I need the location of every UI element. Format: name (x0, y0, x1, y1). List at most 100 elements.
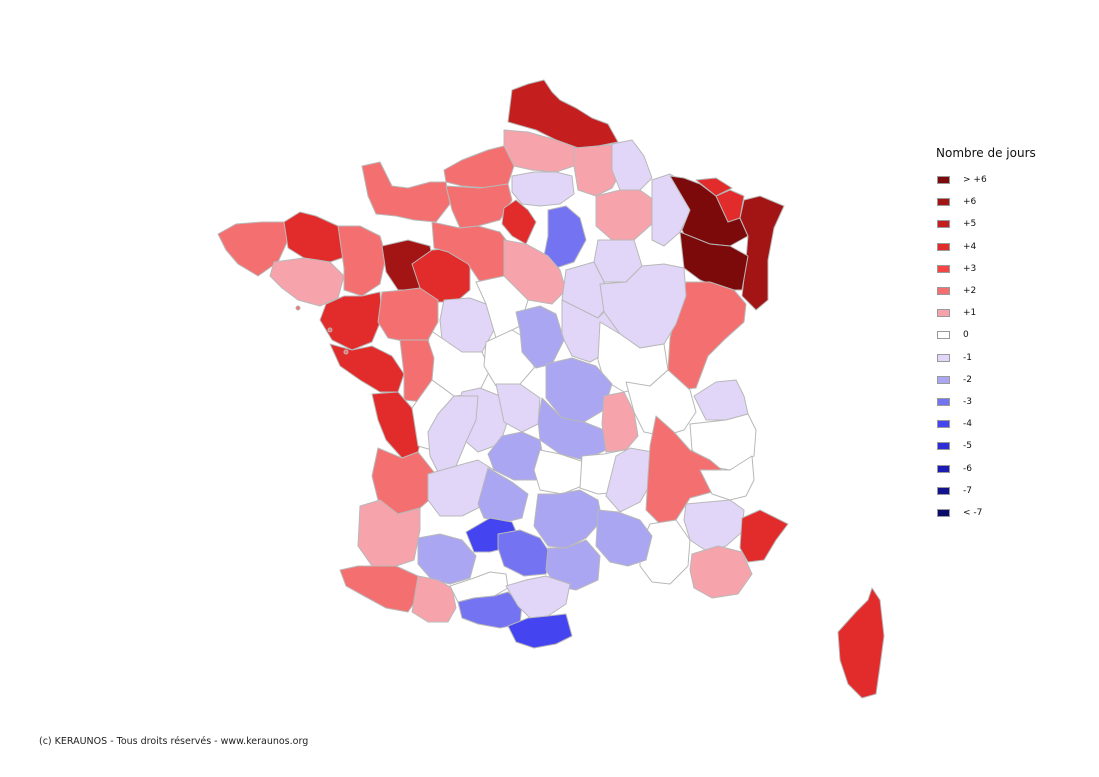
department-region (217, 221, 289, 277)
legend-label: +4 (963, 241, 977, 252)
department-region (487, 431, 545, 481)
legend-item: 0 (936, 324, 1036, 346)
department-region (427, 395, 479, 473)
legend-label: 0 (963, 330, 969, 341)
department-region (543, 205, 587, 269)
legend-item: +2 (936, 280, 1036, 302)
department-region (667, 281, 747, 391)
legend-label: +1 (963, 308, 977, 319)
legend-swatch (937, 375, 950, 384)
legend-item: -2 (936, 369, 1036, 391)
department-region (357, 499, 421, 567)
island-region (327, 327, 333, 333)
department-region (417, 533, 477, 585)
legend-label: +2 (963, 286, 977, 297)
department-region (545, 539, 601, 591)
legend-item: > +6 (936, 169, 1036, 191)
department-region (511, 171, 575, 207)
department-region (595, 509, 653, 567)
department-region (339, 565, 419, 613)
legend-label: > +6 (963, 175, 987, 186)
legend-item: +5 (936, 213, 1036, 235)
department-region (443, 145, 515, 189)
legend-label: -2 (963, 374, 972, 385)
department-region (739, 195, 785, 311)
department-region (695, 177, 733, 197)
legend-swatch (937, 353, 950, 362)
department-region (507, 613, 573, 649)
department-region (269, 257, 345, 307)
department-region (495, 383, 541, 433)
legend-label: -5 (963, 441, 972, 452)
legend-item: +3 (936, 258, 1036, 280)
legend-item: +1 (936, 302, 1036, 324)
department-region (377, 287, 439, 343)
legend-swatch (937, 508, 950, 517)
legend-swatch (937, 242, 950, 251)
legend-item: -1 (936, 347, 1036, 369)
department-region (371, 447, 437, 515)
island-region (295, 305, 301, 311)
legend-item: -4 (936, 413, 1036, 435)
legend-swatch (937, 486, 950, 495)
legend-swatch (937, 220, 950, 229)
legend-label: +3 (963, 263, 977, 274)
legend-label: < -7 (963, 507, 983, 518)
department-region (625, 369, 697, 437)
legend-label: -7 (963, 485, 972, 496)
legend-item: -6 (936, 457, 1036, 479)
department-region (329, 343, 405, 393)
department-region (739, 509, 789, 563)
department-region (679, 231, 749, 291)
department-region (477, 467, 529, 523)
department-region (319, 291, 383, 351)
copyright-notice: (c) KERAUNOS - Tous droits réservés - ww… (39, 736, 309, 747)
legend-swatch (937, 442, 950, 451)
department-region (689, 545, 753, 599)
department-region (837, 587, 885, 699)
legend-label: -1 (963, 352, 972, 363)
legend-title: Nombre de jours (936, 146, 1036, 160)
department-region (573, 143, 623, 197)
legend-item: -7 (936, 480, 1036, 502)
legend-swatch (937, 464, 950, 473)
department-region (411, 575, 457, 623)
department-region (669, 175, 749, 247)
legend-item: -5 (936, 435, 1036, 457)
department-region (693, 379, 749, 421)
legend-swatch (937, 397, 950, 406)
legend-swatch (937, 420, 950, 429)
legend-swatch (937, 198, 950, 207)
department-region (501, 199, 537, 245)
department-region (645, 415, 723, 525)
legend-label: -3 (963, 396, 972, 407)
legend-label: +5 (963, 219, 977, 230)
department-region (445, 183, 513, 229)
department-region (337, 225, 387, 297)
department-region (533, 489, 603, 549)
legend-label: -6 (963, 463, 972, 474)
department-region (611, 139, 653, 191)
department-region (595, 189, 655, 241)
department-region (497, 529, 553, 577)
legend-items: > +6 +6 +5 +4 +3 +2 +1 0 -1 -2 -3 -4 -5 -6 -7 < -7 (936, 169, 1036, 524)
legend-swatch (937, 331, 950, 340)
legend-label: -4 (963, 419, 972, 430)
legend-swatch (937, 309, 950, 318)
departments-layer (217, 79, 885, 699)
department-region (457, 591, 523, 629)
legend-item: < -7 (936, 502, 1036, 524)
legend: Nombre de jours > +6 +6 +5 +4 +3 +2 +1 0 -1 -2 -3 -… (936, 146, 1036, 524)
legend-label: +6 (963, 197, 977, 208)
legend-swatch (937, 287, 950, 296)
department-region (505, 575, 571, 619)
legend-swatch (937, 176, 950, 185)
legend-swatch (937, 264, 950, 273)
department-region (533, 449, 585, 495)
department-region (601, 391, 639, 453)
island-region (343, 349, 349, 355)
department-region (361, 161, 451, 223)
department-region (699, 455, 755, 501)
legend-item: +4 (936, 236, 1036, 258)
